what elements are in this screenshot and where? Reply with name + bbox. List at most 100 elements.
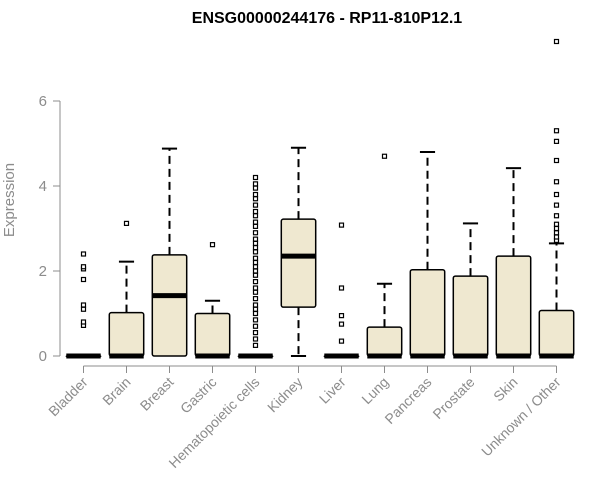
outlier-point	[381, 153, 388, 159]
x-tick-label: Bladder	[45, 374, 91, 420]
outlier-point	[252, 196, 259, 202]
outlier-point	[80, 302, 87, 308]
x-tick-label: Kidney	[264, 374, 306, 416]
chart-title: ENSG00000244176 - RP11-810P12.1	[192, 10, 463, 27]
outlier-point	[252, 202, 259, 208]
outlier-point	[553, 191, 560, 198]
box-iqr	[495, 255, 532, 357]
outlier-point	[553, 128, 560, 134]
outlier-point	[553, 230, 560, 236]
outlier-point	[252, 219, 259, 225]
outlier-point	[338, 321, 345, 327]
outlier-point	[252, 264, 259, 270]
boxes-layer	[65, 38, 575, 359]
outlier-point	[252, 323, 259, 329]
outlier-point	[252, 310, 259, 317]
box-iqr	[366, 326, 403, 357]
outlier-point	[553, 225, 560, 232]
box-group-hematopoietic-cells	[237, 174, 274, 359]
box-group-unknown-other	[538, 38, 575, 359]
x-tick-label: Liver	[316, 374, 349, 407]
outlier-point	[252, 342, 259, 348]
box-group-gastric	[194, 242, 231, 359]
outlier-point	[252, 249, 259, 255]
outlier-point	[252, 272, 259, 278]
outlier-point	[252, 174, 259, 181]
box-iqr	[409, 268, 446, 357]
box-group-skin	[495, 167, 532, 359]
outlier-point	[252, 285, 259, 291]
outlier-point	[123, 220, 130, 226]
box-group-pancreas	[409, 151, 446, 359]
outlier-point	[338, 222, 345, 228]
outlier-point	[553, 221, 560, 227]
outlier-point	[338, 338, 345, 344]
box-iqr	[151, 254, 188, 357]
outlier-point	[338, 313, 345, 319]
outlier-point	[252, 259, 259, 266]
y-axis: 0 2 4 6	[39, 93, 61, 365]
outlier-point	[553, 213, 560, 219]
outlier-point	[252, 279, 259, 285]
outlier-point	[252, 268, 259, 274]
outlier-point	[80, 276, 87, 283]
x-tick-label: Unknown / Other	[478, 374, 564, 460]
box-group-bladder	[65, 251, 102, 359]
box-group-lung	[366, 153, 403, 359]
outlier-point	[553, 138, 560, 144]
outlier-point	[80, 251, 87, 257]
outlier-point	[252, 240, 259, 246]
outlier-point	[252, 336, 259, 342]
outlier-point	[252, 255, 259, 261]
outlier-point	[338, 285, 345, 291]
box-group-breast	[151, 147, 188, 357]
outlier-point	[252, 330, 259, 336]
outlier-point	[252, 185, 259, 191]
outlier-point	[553, 202, 560, 208]
outlier-point	[80, 306, 87, 312]
outlier-point	[553, 234, 560, 240]
box-iqr	[194, 312, 231, 357]
outlier-point	[80, 319, 87, 325]
outlier-point	[252, 208, 259, 215]
x-tick-label: Lung	[358, 374, 391, 407]
x-tick-label: Pancreas	[381, 374, 434, 427]
box-group-liver	[323, 222, 360, 359]
outlier-point	[252, 302, 259, 308]
x-tick-label: Brain	[99, 374, 133, 408]
outlier-point	[252, 296, 259, 302]
outlier-point	[252, 230, 259, 236]
outlier-point	[209, 242, 216, 248]
outlier-point	[252, 317, 259, 323]
outlier-point	[553, 157, 560, 164]
y-tick-label: 4	[39, 178, 47, 195]
outlier-point	[252, 245, 259, 251]
outlier-point	[252, 213, 259, 219]
box-group-prostate	[452, 222, 489, 359]
outlier-point	[252, 306, 259, 312]
box-iqr	[538, 309, 575, 357]
outlier-point	[252, 289, 259, 295]
x-tick-label: Prostate	[429, 374, 477, 422]
box-group-brain	[108, 220, 145, 359]
outlier-point	[252, 236, 259, 242]
outlier-point	[80, 264, 87, 270]
box-iqr	[108, 311, 145, 357]
y-tick-label: 2	[39, 263, 47, 280]
y-axis-label: Expression	[1, 163, 18, 237]
outlier-point	[252, 181, 259, 187]
outlier-point	[553, 38, 560, 45]
x-tick-label: Skin	[490, 374, 521, 405]
outlier-point	[252, 223, 259, 229]
x-tick-label: Breast	[137, 374, 177, 414]
x-tick-label: Gastric	[177, 374, 220, 417]
y-tick-label: 0	[39, 348, 47, 365]
outlier-point	[252, 191, 259, 198]
box-iqr	[280, 218, 317, 308]
box-iqr	[452, 275, 489, 357]
outlier-point	[553, 179, 560, 185]
box-group-kidney	[280, 146, 317, 357]
y-tick-label: 6	[39, 93, 47, 110]
